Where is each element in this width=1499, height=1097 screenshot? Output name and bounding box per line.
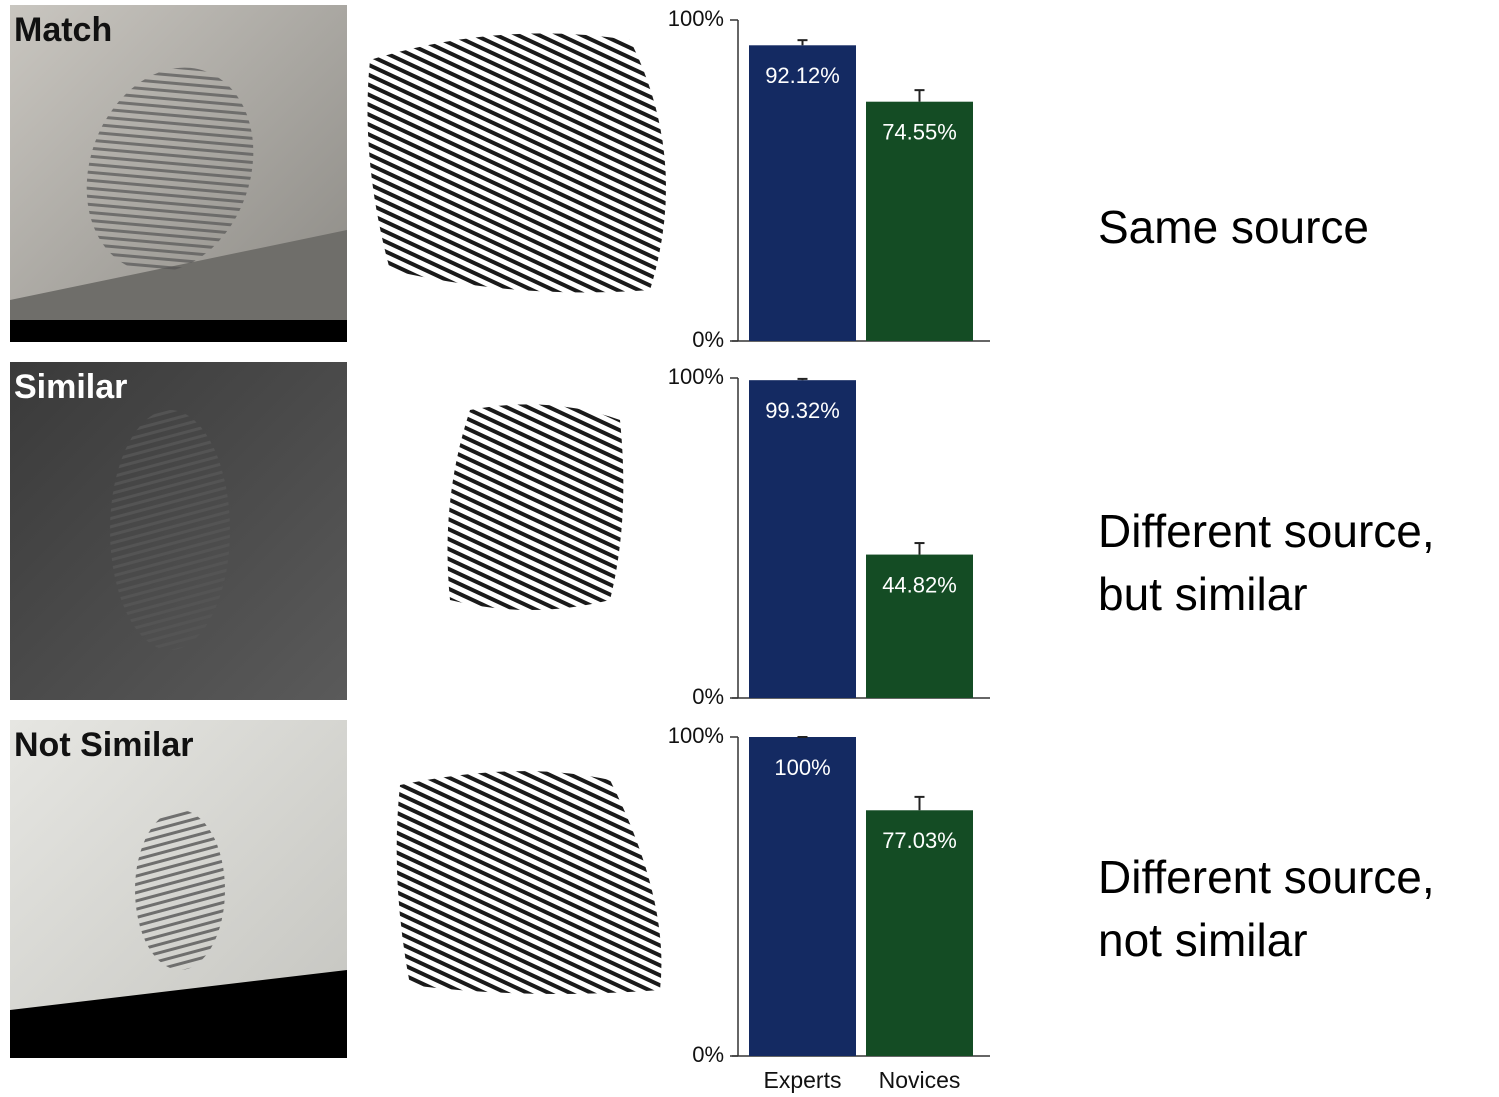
latent-print <box>135 810 225 970</box>
y-tick-label: 0% <box>692 327 724 352</box>
bar <box>749 380 856 698</box>
value-label: 100% <box>774 755 830 780</box>
latent-print <box>110 410 230 650</box>
page: Match Same source 0% 100% 92.12% 74.55% Simila… <box>0 0 1499 1097</box>
reference-print <box>368 33 667 292</box>
caption: Different source, <box>1098 505 1435 557</box>
caption: Different source, <box>1098 851 1435 903</box>
photo-edge <box>10 320 347 342</box>
y-tick-label: 0% <box>692 1042 724 1067</box>
figure: Match Same source 0% 100% 92.12% 74.55% Simila… <box>0 0 1499 1097</box>
y-tick-label: 100% <box>668 723 724 748</box>
caption: not similar <box>1098 914 1308 966</box>
y-tick-label: 0% <box>692 684 724 709</box>
caption: but similar <box>1098 568 1308 620</box>
reference-print <box>448 404 624 610</box>
caption: Same source <box>1098 201 1369 253</box>
reference-print <box>397 771 662 994</box>
value-label: 74.55% <box>882 120 957 145</box>
reference-prints <box>368 33 667 994</box>
bar <box>749 45 856 341</box>
panel-label: Not Similar <box>14 726 193 764</box>
value-label: 99.32% <box>765 398 840 423</box>
value-label: 44.82% <box>882 572 957 597</box>
x-tick-label: Novices <box>879 1067 961 1093</box>
value-label: 92.12% <box>765 63 840 88</box>
value-label: 77.03% <box>882 828 957 853</box>
photos <box>10 5 347 1058</box>
y-tick-label: 100% <box>668 364 724 389</box>
y-tick-label: 100% <box>668 6 724 31</box>
bar <box>749 737 856 1056</box>
x-tick-label: Experts <box>764 1067 842 1093</box>
panel-label: Similar <box>14 368 127 406</box>
panel-label: Match <box>14 11 112 49</box>
